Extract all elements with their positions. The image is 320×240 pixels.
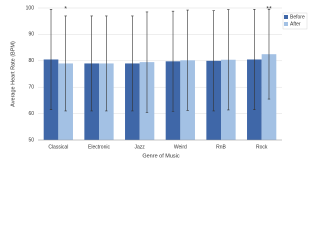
y-tick-label: 60: [28, 111, 34, 117]
y-axis-title: Average Heart Rate (BPM): [10, 41, 16, 107]
legend-label: After: [290, 21, 301, 27]
x-tick-label: Classical: [48, 144, 68, 150]
error-bar: [49, 9, 53, 110]
error-bar: [90, 15, 93, 112]
error-bar: [64, 15, 67, 112]
error-bar: [212, 10, 215, 112]
error-bar: [131, 15, 134, 112]
legend-box: [282, 12, 308, 30]
error-bar: [227, 9, 230, 111]
legend-swatch: [284, 15, 288, 19]
error-bar: [267, 9, 271, 100]
y-tick-label: 50: [28, 137, 34, 143]
error-bar: [105, 15, 108, 112]
x-tick-label: RnB: [216, 144, 226, 150]
error-bar: [186, 9, 189, 111]
annotation: **: [266, 6, 272, 13]
legend-label: Before: [290, 14, 305, 20]
error-bar: [253, 9, 256, 110]
legend-swatch: [284, 22, 288, 26]
error-bar: [171, 10, 175, 112]
x-axis-title: Genre of Music: [142, 153, 180, 159]
x-tick-label: Weird: [174, 144, 187, 150]
x-tick-label: Jazz: [135, 144, 146, 150]
x-tick-label: Rock: [256, 144, 268, 150]
y-tick-label: 90: [28, 32, 34, 38]
error-bar: [145, 11, 149, 113]
y-tick-label: 100: [26, 5, 35, 11]
annotation: *: [64, 6, 67, 13]
y-tick-label: 70: [28, 85, 34, 91]
y-tick-label: 80: [28, 58, 34, 64]
x-tick-label: Electronic: [88, 144, 110, 150]
chart: Genre of Music Average Heart Rate (BPM) …: [10, 5, 308, 159]
